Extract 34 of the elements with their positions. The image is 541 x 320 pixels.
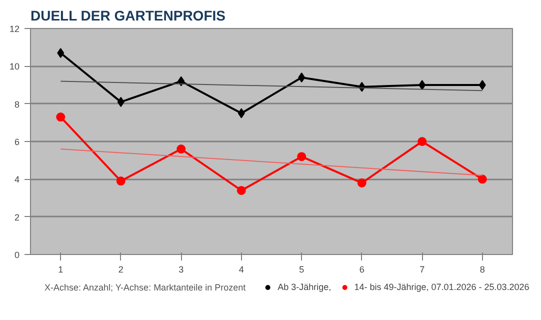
x-tick-label: 5 (299, 264, 304, 274)
y-tick-label: 2 (14, 212, 20, 222)
legend-label: Ab 3-Jährige, (278, 282, 332, 292)
point (238, 108, 245, 118)
point (56, 112, 66, 122)
x-tick-label: 2 (118, 264, 124, 274)
chart-title: DUELL DER GARTENPROFIS (30, 8, 226, 24)
x-tick-label: 7 (420, 264, 425, 274)
x-tick-label: 6 (359, 264, 364, 274)
text: X-Achse: Anzahl; Y-Achse: Marktanteile in Prozent (44, 282, 246, 292)
point (418, 137, 427, 146)
point (298, 72, 306, 82)
point (418, 80, 426, 90)
point (176, 144, 186, 154)
x-tick-label: 1 (58, 264, 64, 274)
y-tick-label: 12 (9, 24, 20, 34)
y-tick-label: 8 (14, 99, 20, 110)
x-tick-label: 8 (480, 264, 485, 274)
y-tick-label: 0 (14, 250, 20, 260)
point (357, 178, 366, 188)
point (57, 48, 64, 58)
y-tick-label: 4 (14, 174, 20, 185)
point (178, 76, 185, 86)
point (478, 174, 487, 184)
legend-label: 14- bis 49-Jährige, 07.01.2026 - 25.03.2026 (354, 282, 530, 292)
point (116, 176, 126, 186)
point (478, 80, 486, 90)
point (117, 96, 124, 107)
x-tick-label: 3 (178, 264, 184, 274)
y-tick-label: 6 (14, 137, 20, 147)
x-tick-label: 4 (238, 264, 244, 274)
point (297, 152, 306, 162)
point (236, 186, 246, 195)
y-tick-label: 10 (9, 62, 20, 72)
